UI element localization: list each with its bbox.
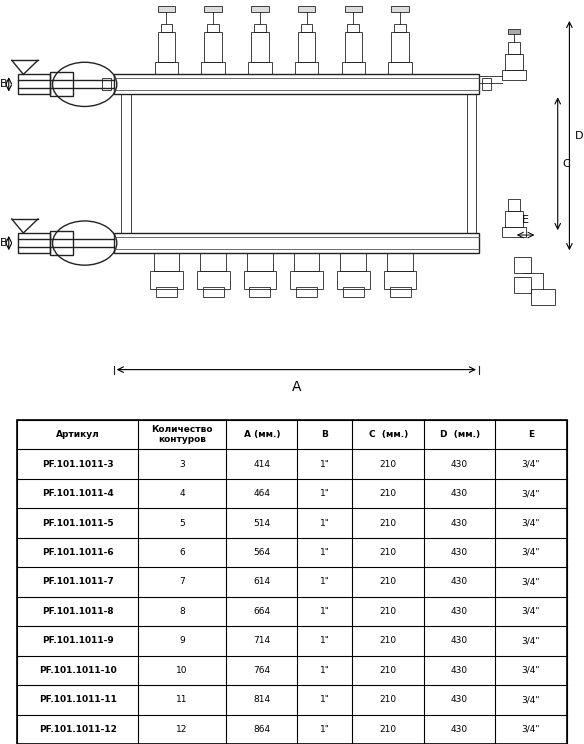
Text: 1": 1" (320, 696, 330, 705)
Text: 210: 210 (380, 460, 397, 469)
Text: 664: 664 (253, 607, 270, 616)
Text: 210: 210 (380, 519, 397, 527)
Text: 210: 210 (380, 548, 397, 557)
Text: 210: 210 (380, 696, 397, 705)
Text: PF.101.1011-6: PF.101.1011-6 (42, 548, 113, 557)
Text: 430: 430 (451, 636, 468, 645)
Text: 210: 210 (380, 666, 397, 675)
Text: 210: 210 (380, 489, 397, 498)
Text: 1": 1" (320, 460, 330, 469)
Text: 1": 1" (320, 519, 330, 527)
Text: 430: 430 (451, 460, 468, 469)
FancyBboxPatch shape (298, 6, 315, 12)
Text: 5: 5 (179, 519, 185, 527)
Text: 514: 514 (253, 519, 270, 527)
Text: 430: 430 (451, 696, 468, 705)
Text: 7: 7 (179, 577, 185, 586)
Text: PF.101.1011-3: PF.101.1011-3 (42, 460, 113, 469)
Text: 12: 12 (176, 725, 188, 734)
Text: 464: 464 (253, 489, 270, 498)
Text: 814: 814 (253, 696, 270, 705)
Text: PF.101.1011-12: PF.101.1011-12 (39, 725, 117, 734)
Text: 430: 430 (451, 666, 468, 675)
Text: PF.101.1011-4: PF.101.1011-4 (42, 489, 114, 498)
Text: 430: 430 (451, 548, 468, 557)
Text: Количество
контуров: Количество контуров (151, 425, 213, 444)
Text: 11: 11 (176, 696, 188, 705)
Text: PF.101.1011-10: PF.101.1011-10 (39, 666, 117, 675)
Text: A (мм.): A (мм.) (244, 430, 280, 439)
Text: 210: 210 (380, 725, 397, 734)
Text: 3: 3 (179, 460, 185, 469)
Text: 8: 8 (179, 607, 185, 616)
FancyBboxPatch shape (158, 6, 175, 12)
Text: 564: 564 (253, 548, 270, 557)
Text: 3/4": 3/4" (522, 607, 540, 616)
Text: D  (мм.): D (мм.) (440, 430, 479, 439)
FancyBboxPatch shape (204, 6, 222, 12)
Text: 1": 1" (320, 666, 330, 675)
Text: 430: 430 (451, 489, 468, 498)
Text: PF.101.1011-7: PF.101.1011-7 (42, 577, 114, 586)
Text: 764: 764 (253, 666, 270, 675)
Text: 3/4": 3/4" (522, 519, 540, 527)
Text: PF.101.1011-8: PF.101.1011-8 (42, 607, 113, 616)
Text: 10: 10 (176, 666, 188, 675)
Text: 210: 210 (380, 607, 397, 616)
Text: 1": 1" (320, 725, 330, 734)
Text: Артикул: Артикул (56, 430, 100, 439)
Text: B: B (0, 80, 8, 89)
Text: 1": 1" (320, 636, 330, 645)
Text: 614: 614 (253, 577, 270, 586)
Text: PF.101.1011-5: PF.101.1011-5 (42, 519, 113, 527)
Text: PF.101.1011-9: PF.101.1011-9 (42, 636, 114, 645)
Text: 1": 1" (320, 577, 330, 586)
Text: E: E (522, 215, 529, 225)
Text: 430: 430 (451, 577, 468, 586)
Text: E: E (528, 430, 534, 439)
Text: 6: 6 (179, 548, 185, 557)
Text: PF.101.1011-11: PF.101.1011-11 (39, 696, 117, 705)
Text: 9: 9 (179, 636, 185, 645)
Text: 414: 414 (253, 460, 270, 469)
Text: 430: 430 (451, 607, 468, 616)
Text: 3/4": 3/4" (522, 696, 540, 705)
FancyBboxPatch shape (345, 6, 362, 12)
FancyBboxPatch shape (251, 6, 269, 12)
Text: 1": 1" (320, 607, 330, 616)
Text: C  (мм.): C (мм.) (369, 430, 408, 439)
Text: 3/4": 3/4" (522, 577, 540, 586)
Text: D: D (575, 131, 584, 141)
Text: 430: 430 (451, 519, 468, 527)
Text: 3/4": 3/4" (522, 489, 540, 498)
FancyBboxPatch shape (508, 29, 520, 34)
Text: 210: 210 (380, 636, 397, 645)
Text: 3/4": 3/4" (522, 636, 540, 645)
Text: 430: 430 (451, 725, 468, 734)
Text: 714: 714 (253, 636, 270, 645)
Text: 3/4": 3/4" (522, 548, 540, 557)
Text: 3/4": 3/4" (522, 460, 540, 469)
Text: 3/4": 3/4" (522, 666, 540, 675)
Text: C: C (562, 158, 570, 169)
Text: 210: 210 (380, 577, 397, 586)
Text: 1": 1" (320, 548, 330, 557)
Text: 3/4": 3/4" (522, 725, 540, 734)
Text: B: B (322, 430, 328, 439)
Text: 864: 864 (253, 725, 270, 734)
Text: A: A (291, 379, 301, 394)
Text: 1": 1" (320, 489, 330, 498)
Text: B: B (0, 238, 8, 248)
FancyBboxPatch shape (391, 6, 409, 12)
Text: 4: 4 (179, 489, 185, 498)
